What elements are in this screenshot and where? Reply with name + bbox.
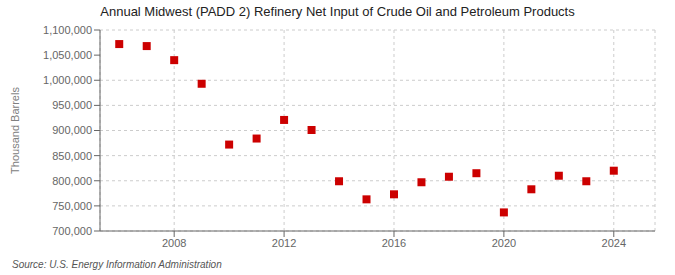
svg-text:2012: 2012	[272, 237, 296, 249]
svg-text:850,000: 850,000	[52, 150, 92, 162]
svg-text:700,000: 700,000	[52, 225, 92, 237]
html-text:Annual Midwest (PADD 2) Refine: Annual Midwest (PADD 2) Refinery Net Inp…	[100, 4, 575, 19]
svg-text:Thousand Barrels: Thousand Barrels	[9, 87, 21, 174]
svg-text:2016: 2016	[382, 237, 406, 249]
svg-text:1,000,000: 1,000,000	[43, 74, 92, 86]
svg-text:2008: 2008	[162, 237, 186, 249]
svg-text:900,000: 900,000	[52, 124, 92, 136]
svg-text:2024: 2024	[602, 237, 626, 249]
svg-text:750,000: 750,000	[52, 200, 92, 212]
svg-text:1,100,000: 1,100,000	[43, 24, 92, 36]
svg-text:950,000: 950,000	[52, 99, 92, 111]
svg-text:1,050,000: 1,050,000	[43, 49, 92, 61]
svg-text:800,000: 800,000	[52, 175, 92, 187]
svg-text:2020: 2020	[492, 237, 516, 249]
html-text:Source: U.S. Energy Informatio: Source: U.S. Energy Information Administ…	[12, 259, 222, 270]
